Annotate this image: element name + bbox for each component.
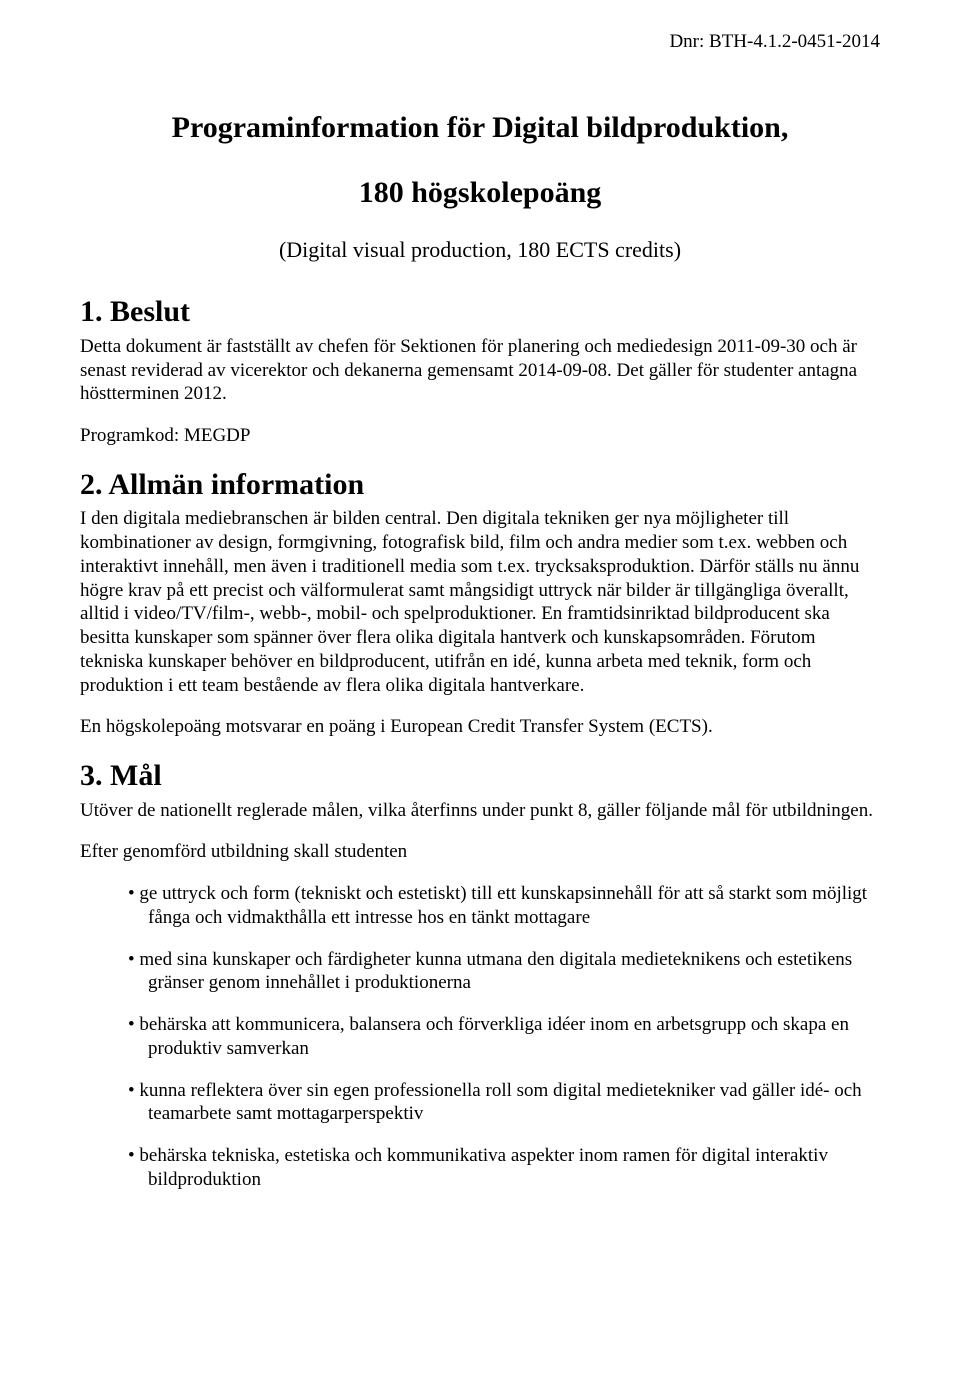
document-subtitle-translation: (Digital visual production, 180 ECTS cre… bbox=[80, 236, 880, 264]
list-item-text: ge uttryck och form (tekniskt och esteti… bbox=[139, 883, 867, 928]
list-item-text: med sina kunskaper och färdigheter kunna… bbox=[139, 949, 852, 994]
bullet-icon bbox=[128, 1080, 139, 1101]
bullet-icon bbox=[128, 1145, 139, 1166]
list-item: ge uttryck och form (tekniskt och esteti… bbox=[100, 882, 880, 930]
section-intro-mal: Utöver de nationellt reglerade målen, vi… bbox=[80, 799, 880, 823]
section-after-mal: Efter genomförd utbildning skall student… bbox=[80, 840, 880, 864]
document-page: Dnr: BTH-4.1.2-0451-2014 Programinformat… bbox=[0, 0, 960, 1250]
section-body-beslut: Detta dokument är fastställt av chefen f… bbox=[80, 335, 880, 406]
list-item: med sina kunskaper och färdigheter kunna… bbox=[100, 948, 880, 996]
section-heading-allman: 2. Allmän information bbox=[80, 466, 880, 504]
document-title: Programinformation för Digital bildprodu… bbox=[80, 109, 880, 147]
goals-list: ge uttryck och form (tekniskt och esteti… bbox=[80, 882, 880, 1192]
ects-note: En högskolepoäng motsvarar en poäng i Eu… bbox=[80, 715, 880, 739]
bullet-icon bbox=[128, 949, 139, 970]
bullet-icon bbox=[128, 883, 139, 904]
list-item-text: behärska att kommunicera, balansera och … bbox=[139, 1014, 849, 1059]
section-heading-mal: 3. Mål bbox=[80, 757, 880, 795]
section-heading-beslut: 1. Beslut bbox=[80, 293, 880, 331]
document-reference-number: Dnr: BTH-4.1.2-0451-2014 bbox=[80, 30, 880, 54]
list-item: behärska att kommunicera, balansera och … bbox=[100, 1013, 880, 1061]
bullet-icon bbox=[128, 1014, 139, 1035]
programkod-line: Programkod: MEGDP bbox=[80, 424, 880, 448]
document-subtitle-credits: 180 högskolepoäng bbox=[80, 174, 880, 212]
list-item-text: behärska tekniska, estetiska och kommuni… bbox=[139, 1145, 828, 1190]
list-item-text: kunna reflektera över sin egen professio… bbox=[139, 1080, 861, 1125]
section-body-allman: I den digitala mediebranschen är bilden … bbox=[80, 507, 880, 697]
list-item: behärska tekniska, estetiska och kommuni… bbox=[100, 1144, 880, 1192]
list-item: kunna reflektera över sin egen professio… bbox=[100, 1079, 880, 1127]
